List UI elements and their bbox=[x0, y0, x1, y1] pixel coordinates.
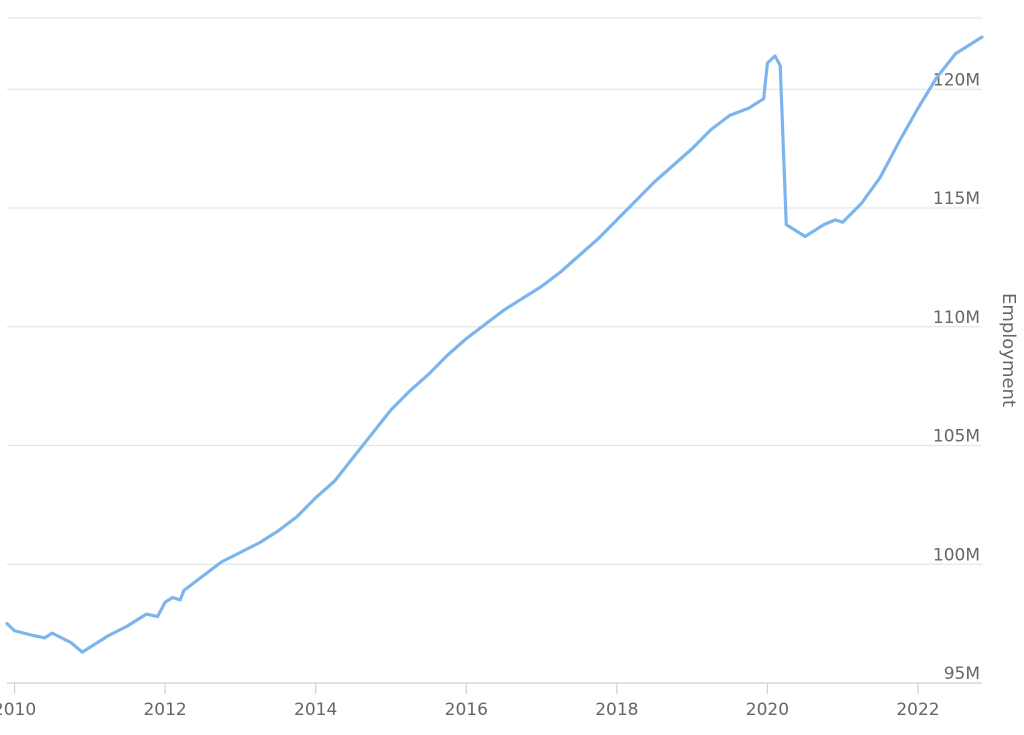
x-tick-label: 2012 bbox=[143, 700, 186, 720]
y-tick-label: 110M bbox=[933, 308, 980, 328]
grid bbox=[7, 17, 982, 565]
y-tick-labels: 95M 100M 105M 110M 115M 120M bbox=[933, 70, 980, 684]
x-tick-label: 2016 bbox=[445, 700, 488, 720]
x-tick-label: 2020 bbox=[746, 700, 789, 720]
x-tick-labels: 2010 2012 2014 2016 2018 2020 2022 bbox=[0, 700, 940, 720]
series-line-0 bbox=[5, 35, 984, 654]
x-tick-label: 2014 bbox=[294, 700, 337, 720]
x-tick-label: 2022 bbox=[896, 700, 939, 720]
y-tick-label: 105M bbox=[933, 427, 980, 447]
y-axis-title: Employment bbox=[998, 293, 1019, 407]
series-layer bbox=[5, 35, 984, 654]
y-tick-label: 115M bbox=[933, 189, 980, 209]
y-tick-label: 100M bbox=[933, 545, 980, 565]
x-tick-label: 2010 bbox=[0, 700, 36, 720]
x-tick-label: 2018 bbox=[595, 700, 638, 720]
y-tick-label: 95M bbox=[944, 664, 980, 684]
y-tick-label: 120M bbox=[933, 70, 980, 90]
x-axis bbox=[7, 682, 982, 694]
